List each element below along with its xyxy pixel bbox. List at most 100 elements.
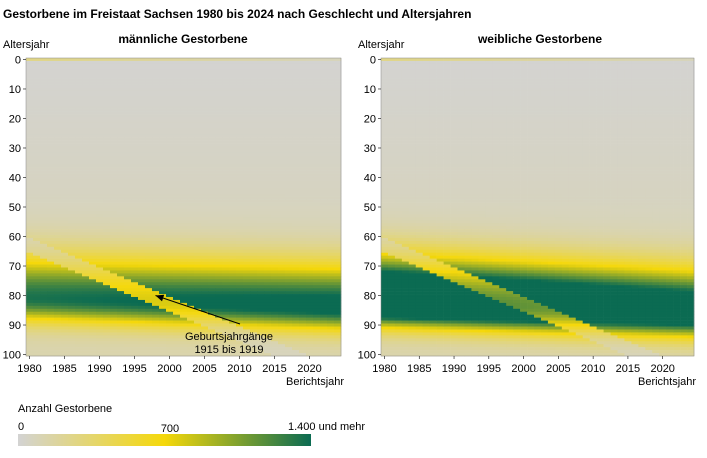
heatmap-cell [117, 152, 125, 156]
heatmap-cell [236, 341, 244, 345]
heatmap-cell [145, 338, 153, 342]
heatmap-cell [166, 122, 174, 127]
heatmap-cell [124, 232, 132, 236]
heatmap-cell [110, 255, 118, 259]
heatmap-cell [131, 78, 139, 82]
heatmap-cell [208, 302, 216, 307]
heatmap-cell [180, 99, 188, 103]
heatmap-cell [381, 99, 389, 103]
heatmap-cell [257, 66, 265, 71]
heatmap-cell [387, 190, 396, 195]
heatmap-cell [327, 187, 335, 192]
heatmap-cell [33, 338, 41, 342]
heatmap-cell [387, 299, 396, 304]
heatmap-cell [229, 243, 237, 248]
heatmap-cell [47, 72, 55, 76]
heatmap-cell [394, 90, 403, 94]
heatmap-cell [26, 246, 34, 251]
heatmap-cell [208, 311, 216, 315]
male-heatmap-cells [26, 58, 342, 357]
heatmap-cell [222, 84, 230, 88]
heatmap-cell [152, 353, 160, 357]
heatmap-cell [394, 264, 403, 268]
heatmap-cell [159, 217, 167, 221]
heatmap-cell [187, 246, 195, 251]
heatmap-cell [271, 167, 279, 171]
heatmap-cell [320, 214, 328, 218]
heatmap-cell [82, 125, 90, 130]
heatmap-cell [166, 108, 174, 112]
heatmap-cell [159, 164, 167, 168]
heatmap-cell [327, 335, 335, 339]
heatmap-cell [257, 353, 265, 357]
heatmap-cell [257, 332, 265, 336]
heatmap-cell [110, 232, 118, 236]
heatmap-cell [401, 202, 410, 206]
heatmap-cell [381, 178, 389, 183]
heatmap-cell [243, 134, 251, 138]
heatmap-cell [82, 211, 90, 215]
heatmap-cell [54, 252, 62, 256]
heatmap-cell [138, 149, 146, 153]
heatmap-cell [285, 122, 293, 127]
heatmap-cell [278, 84, 286, 88]
heatmap-cell [208, 249, 216, 254]
heatmap-cell [313, 217, 321, 221]
heatmap-cell [166, 305, 174, 310]
heatmap-cell [327, 347, 335, 351]
heatmap-cell [381, 264, 389, 268]
heatmap-cell [103, 119, 111, 124]
heatmap-cell [401, 208, 410, 212]
heatmap-cell [292, 258, 300, 262]
heatmap-cell [320, 217, 328, 221]
heatmap-cell [173, 72, 181, 76]
heatmap-cell [334, 146, 342, 150]
heatmap-cell [334, 140, 342, 144]
heatmap-cell [387, 72, 396, 76]
heatmap-cell [381, 299, 389, 304]
heatmap-cell [33, 335, 41, 339]
heatmap-cell [54, 240, 62, 245]
heatmap-cell [313, 199, 321, 203]
heatmap-cell [26, 114, 34, 118]
heatmap-cell [96, 314, 104, 318]
heatmap-cell [61, 353, 69, 357]
heatmap-cell [381, 347, 389, 351]
heatmap-cell [40, 353, 48, 357]
heatmap-cell [117, 317, 125, 321]
heatmap-cell [54, 341, 62, 345]
heatmap-cell [89, 69, 97, 74]
heatmap-cell [54, 323, 62, 327]
heatmap-cell [250, 229, 258, 233]
heatmap-cell [173, 288, 181, 292]
heatmap-cell [320, 252, 328, 256]
heatmap-cell [381, 350, 389, 354]
heatmap-cell [173, 202, 181, 206]
heatmap-cell [215, 152, 223, 156]
heatmap-cell [271, 117, 279, 121]
heatmap-cell [271, 237, 279, 242]
heatmap-cell [180, 66, 188, 71]
heatmap-cell [187, 294, 195, 298]
heatmap-cell [306, 78, 314, 82]
heatmap-cell [75, 128, 83, 133]
heatmap-cell [299, 291, 307, 295]
heatmap-cell [194, 249, 202, 254]
heatmap-cell [327, 294, 335, 298]
heatmap-cell [110, 114, 118, 118]
heatmap-cell [264, 178, 272, 183]
heatmap-cell [194, 78, 202, 82]
heatmap-cell [82, 276, 90, 280]
heatmap-cell [327, 211, 335, 215]
heatmap-cell [166, 119, 174, 124]
heatmap-cell [381, 261, 389, 265]
heatmap-cell [257, 199, 265, 203]
heatmap-cell [243, 99, 251, 103]
heatmap-cell [54, 317, 62, 321]
heatmap-cell [313, 125, 321, 130]
heatmap-cell [250, 240, 258, 245]
heatmap-cell [394, 261, 403, 265]
heatmap-cell [145, 341, 153, 345]
heatmap-cell [124, 137, 132, 141]
heatmap-cell [381, 249, 389, 254]
